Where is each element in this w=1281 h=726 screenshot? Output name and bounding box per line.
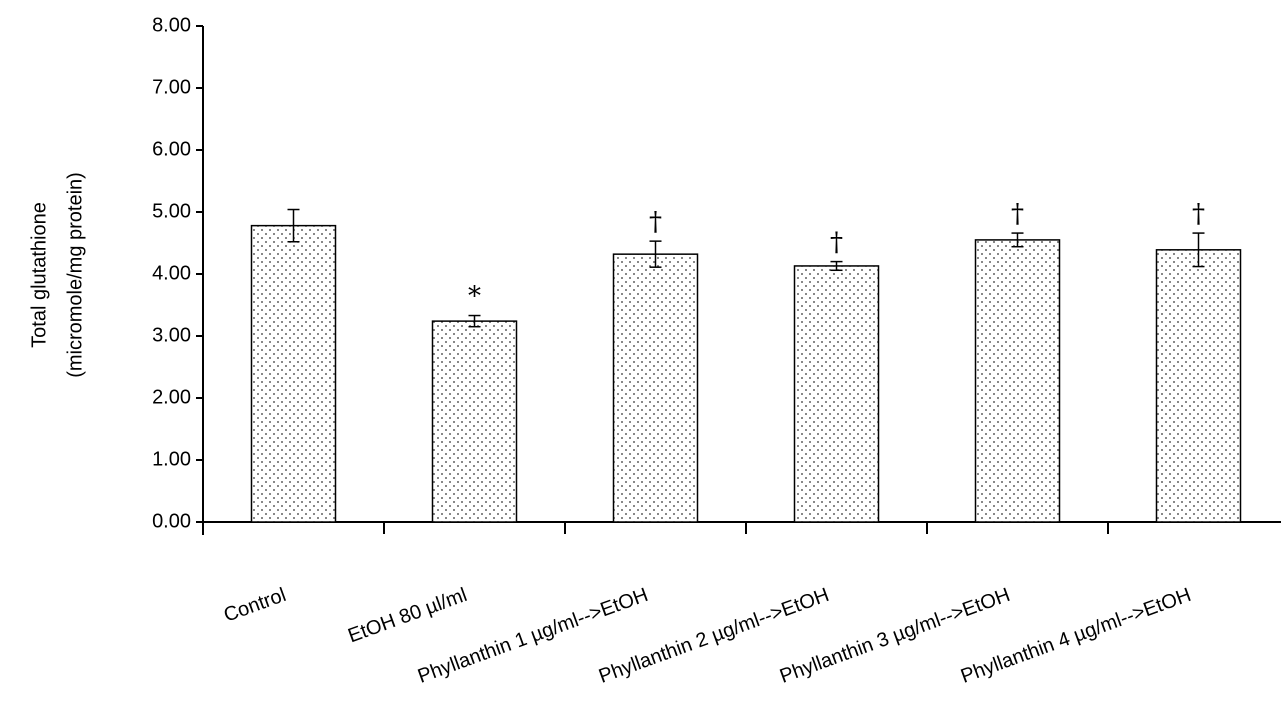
- y-tick-label: 5.00: [152, 200, 191, 222]
- y-axis-label: (micromole/mg protein): [64, 172, 86, 378]
- y-tick-label: 1.00: [152, 448, 191, 470]
- significance-mark: †: [1011, 199, 1024, 229]
- y-tick-label: 3.00: [152, 324, 191, 346]
- bar: [1155, 249, 1242, 523]
- bar: [793, 265, 880, 523]
- bar: [431, 320, 518, 523]
- y-tick-label: 2.00: [152, 386, 191, 408]
- error-bar: [287, 208, 300, 243]
- error-bar: [649, 240, 662, 268]
- significance-mark: †: [1192, 199, 1205, 229]
- y-tick-label: 7.00: [152, 76, 191, 98]
- error-bar: [830, 260, 843, 272]
- y-axis-label: Total glutathione: [28, 202, 50, 348]
- bar: [974, 239, 1061, 523]
- significance-mark: †: [649, 207, 662, 237]
- y-tick-label: 8.00: [152, 14, 191, 36]
- error-bar: [1011, 232, 1024, 248]
- bar: [250, 224, 337, 523]
- bar: [612, 253, 699, 523]
- y-tick-label: 4.00: [152, 262, 191, 284]
- y-tick-label: 6.00: [152, 138, 191, 160]
- x-tick-label: EtOH 80 µl/ml: [345, 584, 470, 647]
- error-bar: [468, 314, 481, 328]
- significance-mark: †: [830, 228, 843, 258]
- error-bar: [1192, 232, 1205, 268]
- x-tick-label: Control: [221, 584, 289, 627]
- significance-mark: *: [468, 282, 481, 312]
- y-tick-label: 0.00: [152, 510, 191, 532]
